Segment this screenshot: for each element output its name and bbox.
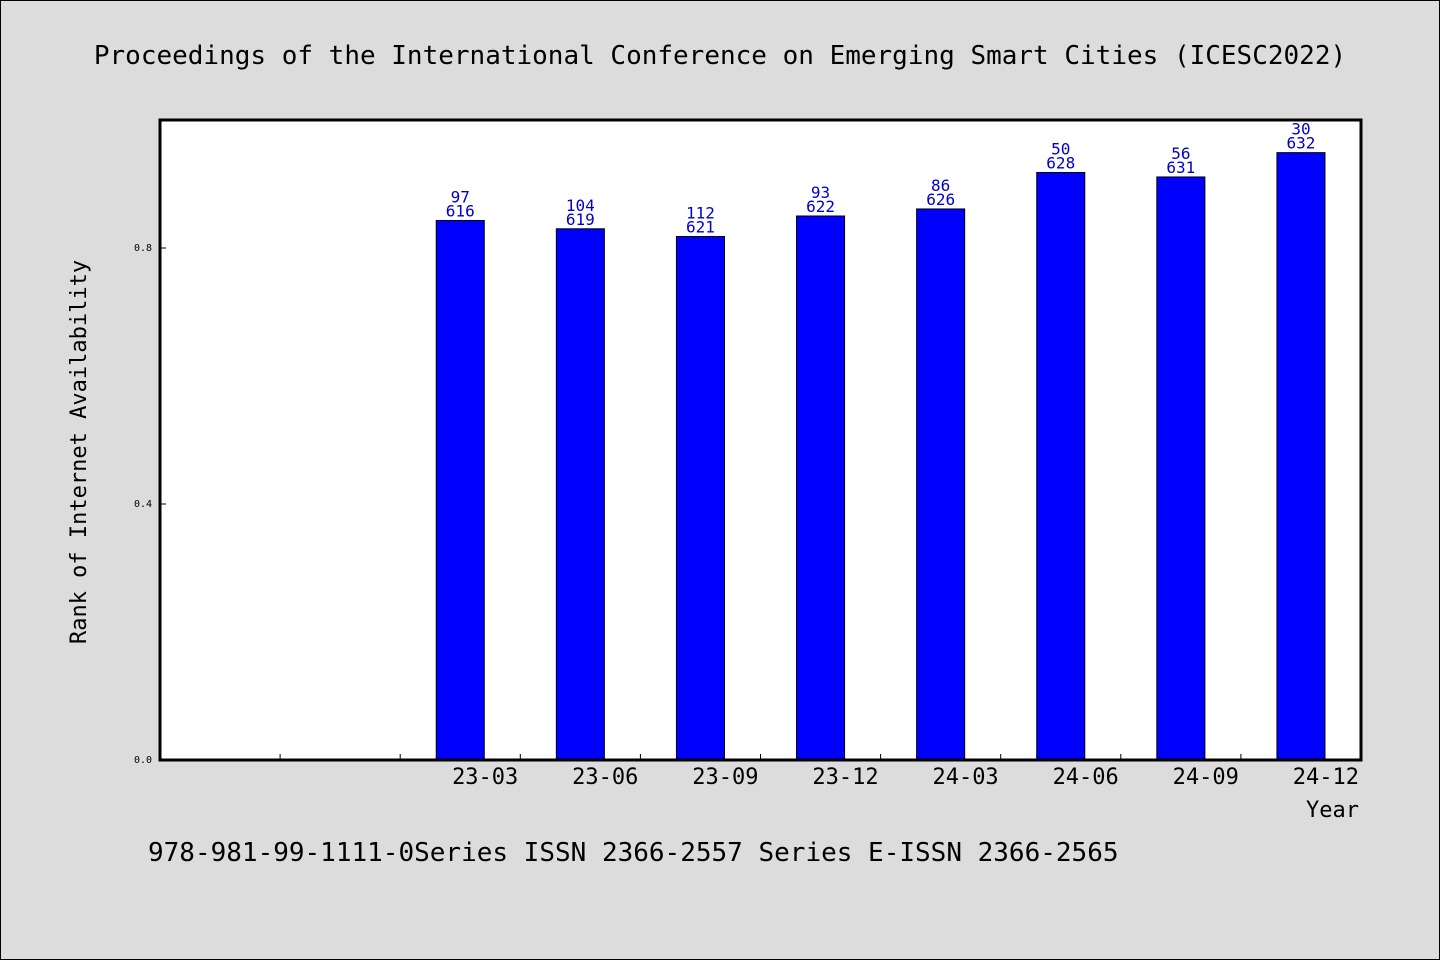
bar — [555, 228, 605, 761]
y-tick-label: 0.0 — [134, 755, 152, 766]
x-tick-label: 23-06 — [572, 765, 638, 790]
bar-label-count: 631 — [1166, 158, 1195, 177]
footer-issn-text: 978-981-99-1111-0Series ISSN 2366-2557 S… — [148, 838, 1119, 868]
bar-label-rank: 30 — [1291, 120, 1310, 139]
bar-label-count: 622 — [806, 197, 835, 216]
y-axis-label: Rank of Internet Availability — [67, 260, 92, 644]
bar-label-rank: 97 — [451, 187, 470, 206]
bar — [1036, 171, 1086, 761]
y-tick-label: 0.8 — [134, 243, 152, 254]
bars-group — [435, 152, 1326, 761]
chart-title: Proceedings of the International Confere… — [94, 41, 1346, 71]
bar-label-count: 616 — [446, 201, 475, 220]
x-tick-label: 24-12 — [1293, 765, 1359, 790]
bar-label-rank: 93 — [811, 183, 830, 202]
bar — [916, 208, 966, 761]
bar — [1156, 176, 1206, 761]
x-tick-label: 24-06 — [1053, 765, 1119, 790]
bar-label-count: 619 — [566, 210, 595, 229]
bar-label-count: 621 — [686, 217, 715, 236]
bar-label-count: 632 — [1286, 134, 1315, 153]
x-tick-label: 24-03 — [932, 765, 998, 790]
bar-label-rank: 86 — [931, 176, 950, 195]
x-tick-label: 23-09 — [692, 765, 758, 790]
bar-label-rank: 112 — [686, 203, 715, 222]
x-axis-ticks: 23-03 23-06 23-09 23-12 24-03 24-06 24-09 24-12 — [279, 754, 1359, 790]
bar-label-rank: 56 — [1171, 144, 1190, 163]
x-axis-label: Year — [1306, 798, 1359, 823]
x-tick-label: 23-03 — [452, 765, 518, 790]
y-tick-label: 0.4 — [134, 499, 152, 510]
bar — [675, 235, 725, 761]
bar — [435, 219, 485, 761]
x-tick-label: 23-12 — [812, 765, 878, 790]
bar-label-count: 626 — [926, 190, 955, 209]
bar-label-count: 628 — [1046, 153, 1075, 172]
plot-frame — [158, 118, 1363, 762]
bar-label-rank: 104 — [566, 196, 595, 215]
x-tick-label: 24-09 — [1173, 765, 1239, 790]
bar — [1276, 152, 1326, 761]
bar-label-rank: 50 — [1051, 139, 1070, 158]
bar — [796, 215, 846, 761]
